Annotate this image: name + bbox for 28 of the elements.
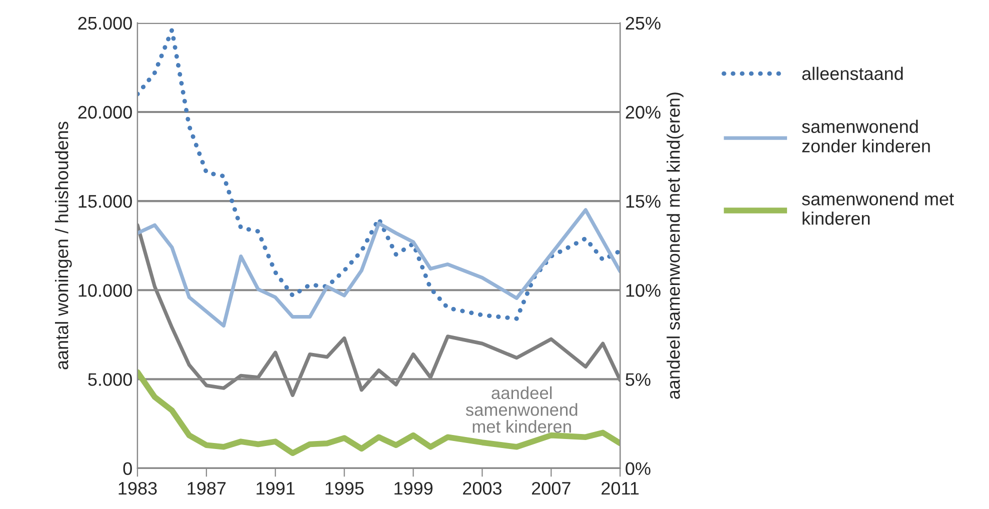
y-tick-label: 10.000 [78, 284, 132, 297]
y-tick-label: 5.000 [88, 373, 132, 386]
line-series [137, 208, 620, 328]
y-tick-label: 25.000 [78, 16, 132, 30]
y2-axis-title: aandeel samenwonend met kind(eren) [666, 92, 684, 399]
y-tick-label: 15.000 [78, 194, 132, 208]
y2-tick-label: 20% [626, 106, 660, 119]
line-series [137, 28, 620, 321]
y-axis-title: aantal woningen / huishoudens [55, 122, 72, 370]
y-tick-label: 20.000 [78, 106, 132, 119]
x-tick-label: 2003 [463, 482, 502, 495]
legend-label: alleenstaand [802, 66, 903, 80]
x-tick-label: 1991 [256, 482, 295, 495]
y-tick-label: 0 [123, 462, 132, 475]
y2-tick-label: 25% [626, 16, 660, 30]
x-tick-label: 1995 [326, 482, 364, 495]
x-tick-label: 2007 [532, 482, 570, 495]
x-tick-label: 2011 [602, 482, 639, 495]
legend-label: samenwonend zonder kinderen [802, 120, 930, 152]
legend-label: samenwonend met kinderen [802, 192, 954, 225]
y2-tick-label: 5% [626, 373, 650, 386]
x-tick-label: 1983 [118, 482, 157, 495]
y2-tick-label: 10% [626, 284, 660, 297]
x-tick-label: 1987 [188, 482, 226, 495]
x-tick-label: 1999 [394, 482, 432, 495]
y2-tick-label: 15% [626, 195, 660, 208]
y2-tick-label: 0% [626, 462, 650, 475]
series-label: aandeel samenwonend met kinderen [466, 386, 578, 433]
